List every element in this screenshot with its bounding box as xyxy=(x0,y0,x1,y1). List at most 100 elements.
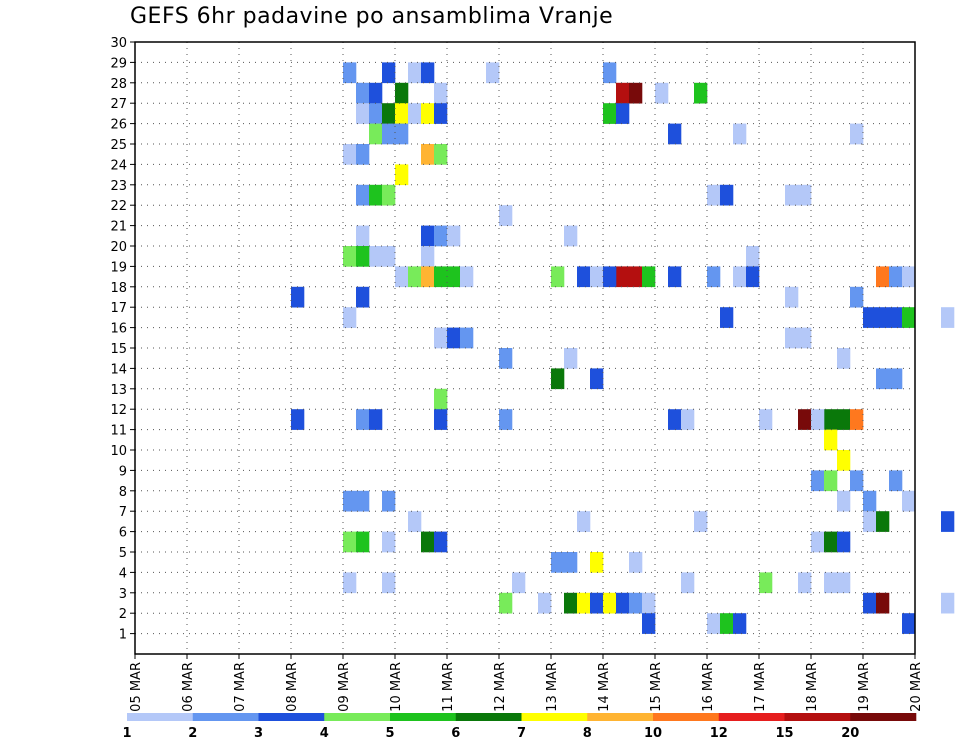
heatmap-cell xyxy=(564,552,578,573)
y-tick-label: 15 xyxy=(110,342,127,357)
heatmap-cell xyxy=(577,592,591,614)
heatmap-cell xyxy=(629,82,643,104)
y-tick-label: 18 xyxy=(110,281,127,296)
heatmap-cell xyxy=(382,184,396,206)
heatmap-cell xyxy=(811,531,825,553)
colorbar-label: 10 xyxy=(644,726,662,741)
heatmap-cell xyxy=(798,572,812,594)
colorbar-label: 20 xyxy=(841,726,859,741)
heatmap-cell xyxy=(889,368,903,390)
y-tick-label: 11 xyxy=(110,424,127,439)
colorbar-label: 5 xyxy=(385,726,394,741)
heatmap-cell xyxy=(603,592,617,614)
heatmap-cell xyxy=(395,123,409,145)
heatmap-cell xyxy=(941,511,955,532)
y-tick-label: 25 xyxy=(110,138,127,153)
heatmap-cell xyxy=(642,266,656,288)
heatmap-cell xyxy=(733,613,747,634)
heatmap-cell xyxy=(356,144,370,165)
x-tick-label: 12 MAR xyxy=(493,662,508,712)
heatmap-cell xyxy=(408,62,422,84)
heatmap-cell xyxy=(798,409,812,430)
dotted-grid xyxy=(135,42,915,654)
heatmap-cell xyxy=(499,205,513,226)
heatmap-cell xyxy=(681,572,695,594)
heatmap-cell xyxy=(447,225,461,247)
heatmap-cell xyxy=(785,184,799,206)
heatmap-cell xyxy=(603,62,617,84)
heatmap-cell xyxy=(421,144,435,165)
heatmap-cell xyxy=(941,592,955,614)
heatmap-cell xyxy=(421,103,435,124)
colorbar-swatch xyxy=(192,713,259,721)
heatmap-cell xyxy=(746,246,760,267)
heatmap-cell xyxy=(759,409,773,430)
y-tick-label: 29 xyxy=(110,56,127,71)
heatmap-cell xyxy=(356,490,370,512)
y-tick-label: 27 xyxy=(110,97,127,112)
y-tick-label: 5 xyxy=(119,546,127,561)
heatmap-cell xyxy=(447,266,461,288)
colorbar-swatch xyxy=(521,713,588,721)
x-tick-label: 09 MAR xyxy=(337,662,352,712)
heatmap-cell xyxy=(811,409,825,430)
y-tick-label: 17 xyxy=(110,301,127,316)
y-tick-label: 6 xyxy=(119,526,127,541)
x-tick-label: 05 MAR xyxy=(129,662,144,712)
heatmap-cell xyxy=(733,123,747,145)
heatmap-cell xyxy=(551,552,565,573)
colorbar-label: 12 xyxy=(710,726,728,741)
y-tick-label: 8 xyxy=(119,485,127,500)
heatmap-cell xyxy=(356,246,370,267)
heatmap-cell xyxy=(850,286,864,308)
heatmap-cell xyxy=(382,572,396,594)
heatmap-cell xyxy=(603,266,617,288)
y-tick-label: 13 xyxy=(110,383,127,398)
heatmap-cell xyxy=(356,531,370,553)
heatmap-cell xyxy=(369,103,383,124)
colorbar-label: 7 xyxy=(517,726,526,741)
heatmap-cell xyxy=(603,103,617,124)
heatmap-cell xyxy=(395,82,409,104)
x-tick-label: 16 MAR xyxy=(701,662,716,712)
heatmap-cell xyxy=(694,82,708,104)
heatmap-cell xyxy=(343,144,357,165)
colorbar-swatch xyxy=(258,713,325,721)
heatmap-cell xyxy=(395,103,409,124)
heatmap-cell xyxy=(434,82,448,104)
heatmap-cell xyxy=(460,266,474,288)
heatmap-cell xyxy=(746,266,760,288)
heatmap-cell xyxy=(798,184,812,206)
x-tick-label: 19 MAR xyxy=(857,662,872,712)
heatmap-cell xyxy=(356,103,370,124)
heatmap-cell xyxy=(590,552,604,573)
heatmap-cell xyxy=(356,184,370,206)
heatmap-cell xyxy=(564,225,578,247)
heatmap-cell xyxy=(824,572,838,594)
heatmap-cell xyxy=(590,266,604,288)
y-tick-label: 22 xyxy=(110,199,127,214)
colorbar-swatch xyxy=(653,713,720,721)
heatmap-cell xyxy=(863,592,877,614)
heatmap-cell xyxy=(421,225,435,247)
heatmap-cell xyxy=(863,490,877,512)
heatmap-cell xyxy=(343,531,357,553)
heatmap-cell xyxy=(499,592,513,614)
heatmap-cell xyxy=(616,266,630,288)
y-tick-label: 24 xyxy=(110,158,127,173)
y-tick-label: 4 xyxy=(119,566,127,581)
heatmap-cell xyxy=(811,470,825,492)
colorbar-swatch xyxy=(850,713,917,721)
heatmap-cell xyxy=(382,103,396,124)
heatmap-cell xyxy=(941,307,955,328)
heatmap-cell xyxy=(486,62,500,84)
heatmap-cell xyxy=(837,409,851,430)
heatmap-cell xyxy=(499,348,513,369)
heatmap-cell xyxy=(577,266,591,288)
heatmap-cell xyxy=(551,266,565,288)
heatmap-cell xyxy=(681,409,695,430)
heatmap-cell xyxy=(759,572,773,594)
y-tick-label: 23 xyxy=(110,179,127,194)
heatmap-cell xyxy=(876,266,890,288)
x-axis-ticks: 05 MAR 06 MAR 07 MAR 08 MAR 09 MAR 10 MAR 11 M… xyxy=(129,654,924,712)
